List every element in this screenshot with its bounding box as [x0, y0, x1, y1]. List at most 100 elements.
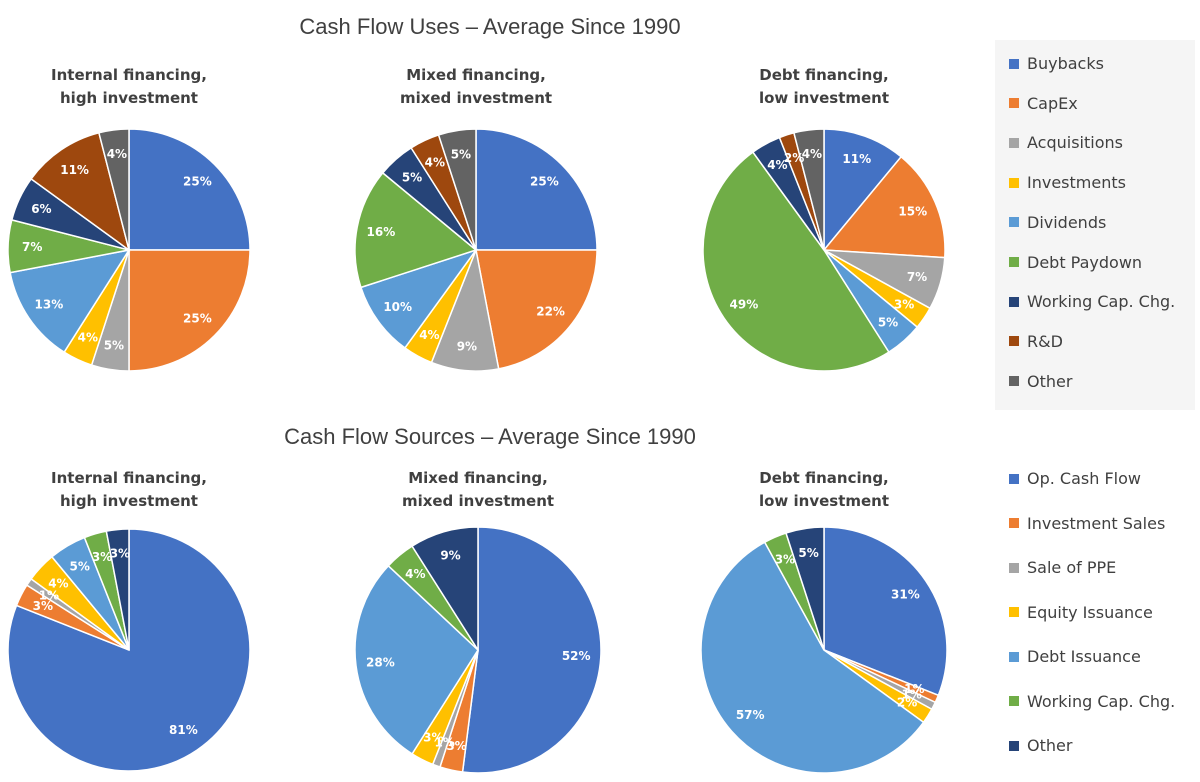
pie-label-investment-sales: 1% — [904, 682, 924, 696]
legend-swatch — [1009, 177, 1019, 188]
pie-label-capex: 22% — [536, 305, 565, 319]
pie-title-line2: low investment — [759, 492, 889, 510]
legend-item-buybacks: Buybacks — [1009, 54, 1104, 73]
pie-slice-other — [105, 528, 130, 651]
pie-label-debt-issuance: 28% — [366, 655, 395, 669]
pie-label-sale-of-ppe: 1% — [902, 688, 922, 702]
pie-label-working-cap-chg: 3% — [775, 553, 795, 567]
legend-label: Investment Sales — [1027, 513, 1166, 533]
pie-label-investments: 4% — [78, 331, 98, 345]
pie-title-line1: Internal financing, — [51, 469, 207, 487]
legend-label: Debt Issuance — [1027, 647, 1141, 666]
pie-label-r-d: 11% — [60, 163, 89, 177]
legend-swatch — [1009, 518, 1019, 528]
legend-label: Other — [1027, 736, 1073, 755]
pie-slice-other — [411, 526, 479, 653]
pie-label-dividends: 5% — [878, 316, 898, 330]
legend-label: Working Cap. Chg. — [1027, 691, 1176, 711]
pie-slice-debt-paydown — [702, 151, 890, 372]
legend-swatch — [1009, 473, 1019, 484]
pie-label-debt-paydown: 16% — [367, 225, 396, 239]
legend-swatch — [1009, 376, 1019, 387]
pie-label-other: 3% — [110, 547, 130, 561]
pie-title-line2: mixed investment — [402, 492, 554, 510]
pie-slice-r-d — [30, 131, 131, 252]
pie-chart-uses-2: Mixed financing, mixed investment 25% 22% 9%… — [354, 66, 598, 372]
pie-chart-uses-1: Internal financing, high investment 25% 25%… — [7, 66, 251, 372]
legend-swatch — [1009, 137, 1019, 148]
legend-swatch — [1009, 257, 1019, 267]
pie-slice-buybacks — [128, 128, 251, 251]
legend-item-op-cash-flow: Op. Cash Flow — [1009, 469, 1141, 488]
pie-label-working-cap-chg: 3% — [92, 550, 112, 564]
pie-label-r-d: 2% — [784, 151, 804, 165]
pie-label-dividends: 10% — [383, 300, 412, 314]
pie-label-other: 5% — [451, 147, 471, 161]
legend-swatch — [1009, 296, 1019, 307]
legend-item-investment-sales: Investment Sales — [1009, 514, 1165, 533]
pie-label-equity-issuance: 3% — [423, 731, 443, 745]
pie-label-investments: 3% — [894, 297, 914, 311]
pie-title-line1: Internal financing, — [51, 66, 207, 84]
pie-label-debt-issuance: 57% — [736, 708, 765, 722]
pie-label-equity-issuance: 4% — [48, 577, 68, 591]
legend-item-acquisitions: Acquisitions — [1009, 133, 1123, 152]
legend-label: Dividends — [1027, 212, 1107, 232]
legend-item-r-d: R&D — [1009, 332, 1063, 351]
pie-label-acquisitions: 5% — [104, 339, 124, 353]
legend-swatch — [1009, 696, 1019, 706]
legend-item-debt-paydown: Debt Paydown — [1009, 253, 1142, 272]
pie-chart-sources-3: Debt financing, low investment 31% 1%1%2% 57… — [700, 469, 948, 774]
pie-label-op-cash-flow: 52% — [562, 649, 591, 663]
legend-label: Other — [1027, 371, 1073, 391]
pie-label-capex: 15% — [898, 205, 927, 219]
pie-label-op-cash-flow: 81% — [169, 723, 198, 737]
legend-label: R&D — [1027, 331, 1063, 351]
legend-swatch — [1009, 98, 1019, 109]
pie-label-other: 4% — [802, 147, 822, 161]
pie-slice-other — [792, 128, 825, 251]
legend-item-working-cap-chg: Working Cap. Chg. — [1009, 292, 1175, 311]
legend-swatch — [1009, 217, 1019, 228]
legend-label: Sale of PPE — [1027, 558, 1117, 577]
pie-label-working-cap-chg: 6% — [31, 202, 51, 216]
pie-label-buybacks: 11% — [842, 152, 871, 166]
pie-slice-other — [437, 128, 477, 251]
pie-slice-other — [97, 128, 130, 251]
legend-label: Buybacks — [1027, 54, 1104, 73]
pie-label-debt-paydown: 49% — [730, 297, 759, 311]
pie-slice-capex — [128, 249, 251, 372]
pie-label-buybacks: 25% — [183, 175, 212, 189]
pie-label-investments: 4% — [419, 328, 439, 342]
pie-title-line2: high investment — [60, 492, 198, 510]
pie-label-acquisitions: 7% — [907, 270, 927, 284]
pie-label-r-d: 4% — [425, 155, 445, 169]
pie-label-capex: 25% — [183, 311, 212, 325]
legend-item-capex: CapEx — [1009, 94, 1078, 113]
pie-label-other: 4% — [107, 147, 127, 161]
pie-label-dividends: 13% — [35, 297, 64, 311]
legend-label: Investments — [1027, 173, 1126, 193]
pie-label-investment-sales: 3% — [33, 599, 53, 613]
pie-chart-uses-3: Debt financing, low investment 11% 15% 7% 3% 5… — [702, 66, 946, 372]
legend-swatch — [1009, 58, 1019, 69]
pie-label-buybacks: 25% — [530, 175, 559, 189]
legend-swatch — [1009, 336, 1019, 347]
legend-swatch — [1009, 607, 1019, 617]
pie-title-line2: low investment — [759, 89, 889, 107]
pie-slice-buybacks — [475, 128, 598, 251]
uses-legend: Buybacks CapEx Acquisitions Investments Divi… — [995, 40, 1195, 410]
pie-slice-capex — [822, 155, 946, 259]
legend-item-other: Other — [1009, 736, 1072, 755]
pie-title-line1: Debt financing, — [759, 66, 889, 84]
pie-title-line2: high investment — [60, 89, 198, 107]
legend-label: Working Cap. Chg. — [1027, 292, 1176, 312]
pie-label-sale-of-ppe: 1% — [435, 736, 455, 750]
pie-label-debt-issuance: 5% — [70, 560, 90, 574]
pie-label-acquisitions: 9% — [457, 339, 477, 353]
pie-slice-other — [785, 526, 825, 651]
sources-legend: Op. Cash Flow Investment Sales Sale of PPE… — [995, 455, 1195, 773]
pie-label-investment-sales: 3% — [446, 739, 466, 753]
legend-label: Debt Paydown — [1027, 252, 1143, 272]
legend-label: Equity Issuance — [1027, 602, 1153, 622]
